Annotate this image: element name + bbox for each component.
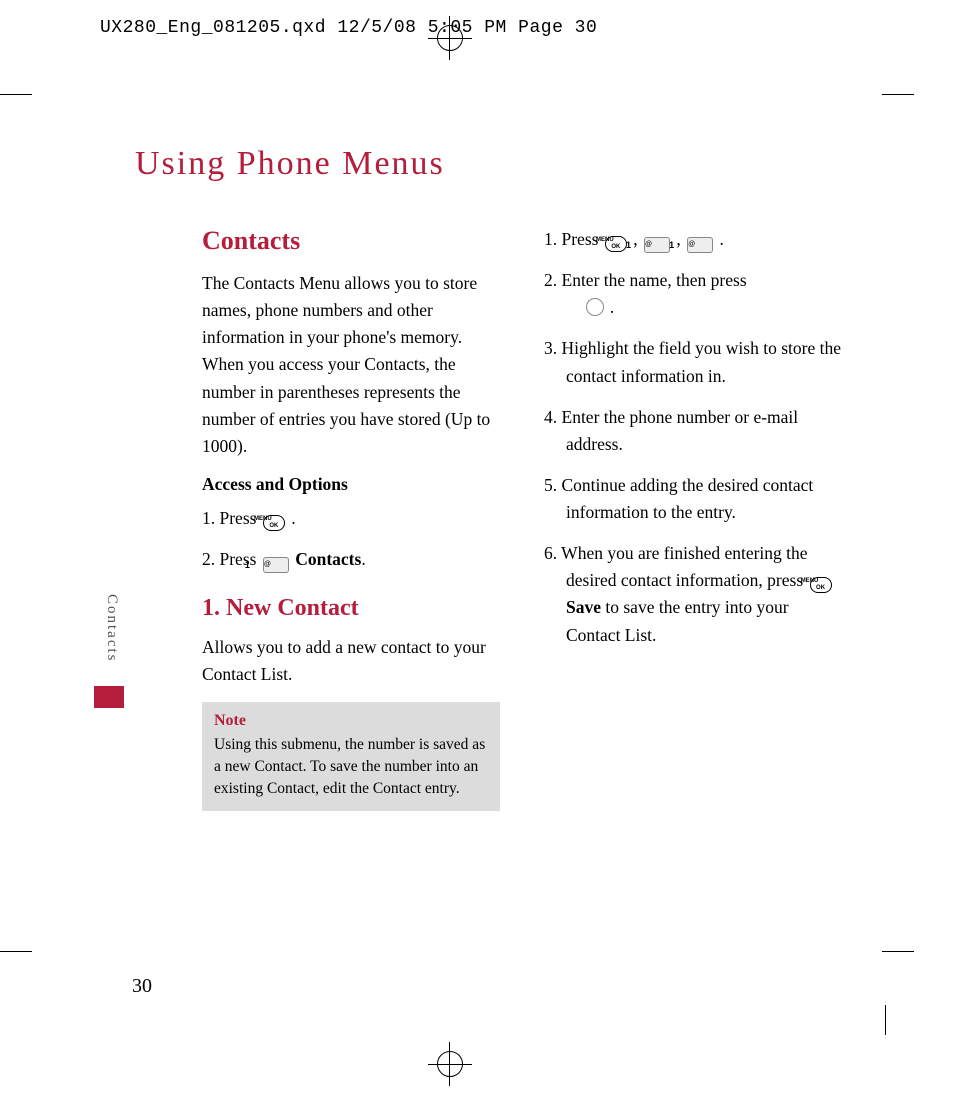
step-bold: Contacts	[295, 549, 361, 569]
note-body: Using this submenu, the number is saved …	[214, 734, 488, 799]
note-title: Note	[214, 712, 488, 730]
step-text: 1. Press	[544, 229, 603, 249]
step-1: 1. Press , , .	[544, 226, 842, 253]
access-step-1: 1. Press .	[202, 505, 500, 532]
new-contact-intro: Allows you to add a new contact to your …	[202, 634, 500, 688]
page-title: Using Phone Menus	[135, 145, 445, 183]
step-text: 2. Enter the name, then press	[544, 270, 747, 290]
registration-mark	[437, 25, 463, 51]
heading-new-contact: 1. New Contact	[202, 595, 500, 622]
access-step-2: 2. Press Contacts.	[202, 546, 500, 573]
left-column: Contacts The Contacts Menu allows you to…	[202, 226, 500, 811]
crop-mark	[0, 94, 32, 95]
print-slug: UX280_Eng_081205.qxd 12/5/08 5:05 PM Pag…	[100, 18, 597, 38]
key-1-icon	[644, 237, 670, 253]
registration-mark	[437, 1051, 463, 1077]
heading-contacts: Contacts	[202, 226, 500, 256]
menu-ok-key-icon	[263, 515, 285, 531]
access-options-heading: Access and Options	[202, 474, 500, 495]
side-tab-bar	[94, 686, 124, 708]
menu-ok-key-icon	[810, 577, 832, 593]
contacts-intro: The Contacts Menu allows you to store na…	[202, 270, 500, 460]
step-text: .	[361, 549, 365, 569]
side-tab-label: Contacts	[103, 594, 120, 694]
key-1-icon	[687, 237, 713, 253]
step-2: 2. Enter the name, then press .	[544, 267, 842, 321]
right-column: 1. Press , , . 2. Enter the name, then p…	[544, 226, 842, 811]
page-number: 30	[132, 975, 152, 998]
step-text: 2. Press	[202, 549, 261, 569]
crop-mark	[885, 1005, 886, 1035]
nav-key-icon	[586, 298, 604, 316]
content-area: Contacts The Contacts Menu allows you to…	[202, 226, 842, 811]
side-tab: Contacts	[96, 594, 128, 704]
note-box: Note Using this submenu, the number is s…	[202, 702, 500, 811]
crop-mark	[882, 94, 914, 95]
step-text: .	[715, 229, 724, 249]
step-text: 6. When you are finished entering the de…	[544, 543, 808, 590]
step-4: 4. Enter the phone number or e-mail addr…	[544, 404, 842, 458]
crop-mark	[0, 951, 32, 952]
step-text: 1. Press	[202, 508, 261, 528]
step-5: 5. Continue adding the desired contact i…	[544, 472, 842, 526]
step-3: 3. Highlight the field you wish to store…	[544, 335, 842, 389]
menu-ok-key-icon	[605, 236, 627, 252]
crop-mark	[882, 951, 914, 952]
step-bold: Save	[566, 597, 601, 617]
step-text: .	[606, 297, 615, 317]
step-text: .	[287, 508, 296, 528]
key-1-icon	[263, 557, 289, 573]
step-6: 6. When you are finished entering the de…	[544, 540, 842, 649]
